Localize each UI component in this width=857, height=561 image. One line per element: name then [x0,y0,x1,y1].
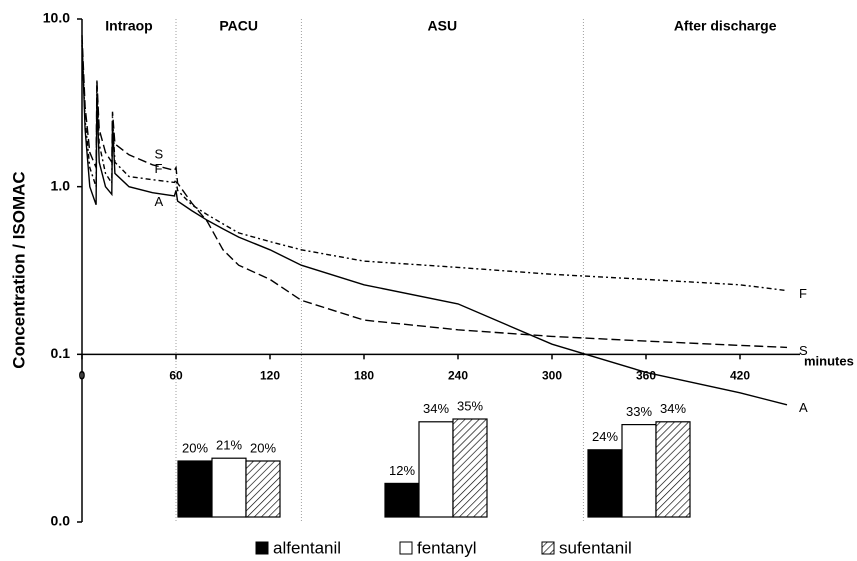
y-tick-label: 0.0 [51,513,71,529]
bar-value-label: 33% [626,404,652,419]
y-tick-label: 0.1 [51,345,71,361]
x-tick-label: 0 [79,369,86,383]
series-inline-label: A [155,194,164,209]
line-dotted [81,44,788,292]
series-inline-label: F [155,161,163,176]
bar-value-label: 34% [423,401,449,416]
series-inline-label: S [155,146,164,161]
x-tick-label: 240 [448,369,468,383]
bar-value-label: 20% [182,440,208,455]
legend-label: sufentanil [559,538,632,557]
y-axis-title: Concentration / ISOMAC [9,171,28,368]
series-end-label: F [799,286,807,301]
legend-swatch [541,541,555,555]
x-tick-label: 180 [354,369,374,383]
bar [245,460,281,518]
bar [177,460,213,518]
x-tick-label: 420 [730,369,750,383]
bar [211,457,247,518]
bar-value-label: 12% [389,463,415,478]
x-tick-label: 120 [260,369,280,383]
bar [384,482,420,518]
x-tick-label: 60 [169,369,183,383]
bar-value-label: 24% [592,429,618,444]
series-end-label: A [799,400,808,415]
phase-label: Intraop [105,18,152,34]
line-dashed [81,35,788,349]
bar [452,418,488,518]
legend-swatch [399,541,413,555]
bar [587,449,623,518]
series-end-label: S [799,343,808,358]
phase-label: After discharge [674,18,777,34]
x-tick-label: 360 [636,369,656,383]
bar [621,424,657,518]
bar-value-label: 20% [250,440,276,455]
bar-value-label: 35% [457,398,483,413]
legend-label: alfentanil [273,538,341,557]
x-tick-label: 300 [542,369,562,383]
bar [655,421,691,518]
line-solid [81,39,788,406]
bar [418,421,454,518]
phase-label: ASU [428,18,458,34]
y-tick-label: 1.0 [51,177,71,193]
y-tick-label: 10.0 [43,10,70,26]
bar-value-label: 34% [660,401,686,416]
legend-swatch [255,541,269,555]
phase-label: PACU [219,18,258,34]
bar-value-label: 21% [216,438,242,453]
x-axis-title: minutes [804,353,854,368]
legend-label: fentanyl [417,538,477,557]
